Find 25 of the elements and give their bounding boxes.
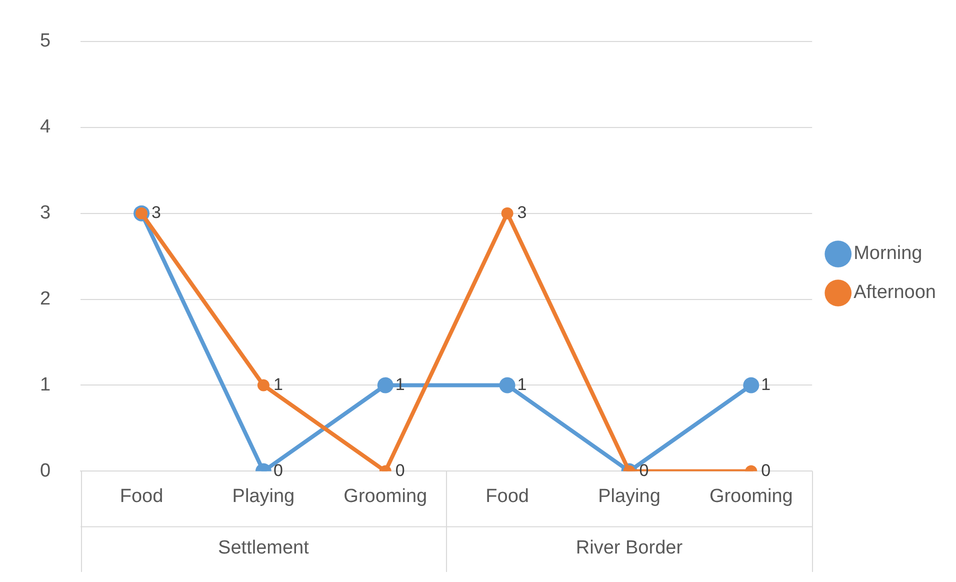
x-tick-label: Food [486, 486, 529, 507]
y-tick-label: 5 [40, 30, 51, 52]
y-tick-label: 1 [40, 374, 51, 396]
legend-label: Morning [854, 243, 922, 264]
x-tick-label: Playing [232, 486, 295, 507]
x-tick-label: Grooming [709, 486, 793, 507]
text: River Border [576, 537, 684, 558]
x-tick-label: Grooming [344, 486, 428, 507]
y-tick-label: 4 [40, 116, 51, 138]
data-label: 1 [761, 374, 771, 394]
y-tick-label: 2 [40, 288, 51, 310]
data-label: 1 [395, 374, 405, 394]
data-label: 3 [152, 203, 161, 222]
text: Settlement [218, 537, 310, 558]
legend-label: Afternoon [854, 282, 936, 304]
data-label: 1 [517, 374, 527, 394]
x-tick-label: Food [120, 486, 164, 507]
data-label: 1 [273, 374, 283, 394]
data-label: 3 [517, 203, 527, 222]
data-label: 0 [273, 460, 283, 480]
y-tick-label: 3 [40, 202, 51, 224]
x-tick-label: Playing [598, 486, 660, 507]
y-tick-label: 0 [40, 460, 51, 482]
data-label: 0 [395, 460, 405, 480]
data-label: 0 [761, 460, 771, 480]
